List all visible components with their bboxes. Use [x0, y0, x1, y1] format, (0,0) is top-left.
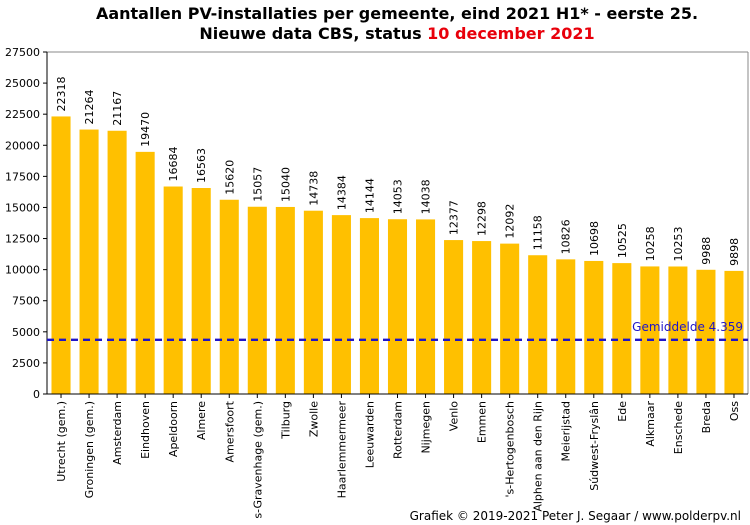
bar: [668, 266, 688, 394]
y-tick-label: 20000: [5, 139, 40, 152]
bar-value-label: 10253: [672, 226, 685, 261]
average-label: Gemiddelde 4.359: [632, 320, 743, 334]
category-label: Alphen aan den Rijn: [532, 401, 545, 512]
category-label: Haarlemmermeer: [335, 401, 348, 499]
bar: [416, 219, 436, 394]
bar-value-label: 10525: [616, 223, 629, 258]
bar: [556, 259, 576, 394]
category-label: Utrecht (gem.): [55, 401, 68, 482]
bar-value-label: 14144: [363, 178, 376, 213]
bar-value-label: 9988: [700, 237, 713, 265]
bar: [135, 151, 155, 394]
bar-value-label: 16684: [167, 147, 180, 182]
bar-value-label: 15057: [251, 167, 264, 202]
chart-title: Aantallen PV-installaties per gemeente, …: [96, 4, 698, 23]
y-tick-label: 17500: [5, 170, 40, 183]
y-tick-label: 15000: [5, 201, 40, 214]
bar-value-label: 15620: [223, 160, 236, 195]
bar-value-label: 21167: [111, 91, 124, 126]
bar: [191, 188, 211, 394]
category-label: Enschede: [672, 401, 685, 454]
y-tick-label: 12500: [5, 233, 40, 246]
chart-subtitle-date: 10 december 2021: [427, 24, 594, 43]
bar: [696, 269, 716, 394]
category-label: s-Gravenhage (gem.): [251, 401, 264, 519]
bar-value-label: 9898: [728, 238, 741, 266]
bar-value-label: 12377: [448, 200, 461, 235]
category-label: Almere: [195, 401, 208, 440]
category-label: Oss: [728, 401, 741, 421]
category-label: Tilburg: [279, 401, 292, 440]
bar: [612, 263, 632, 394]
category-label: Apeldoorn: [167, 401, 180, 457]
bar-value-label: 19470: [139, 112, 152, 147]
bar: [303, 210, 323, 394]
bar: [387, 219, 408, 394]
bar-value-label: 12092: [504, 204, 517, 239]
bar: [51, 116, 71, 394]
bar-value-label: 16563: [195, 148, 208, 183]
bar-value-label: 14738: [307, 171, 320, 206]
bar: [724, 270, 744, 394]
bar-value-label: 10258: [644, 226, 657, 261]
bar-value-label: 14053: [392, 179, 405, 214]
category-label: Amersfoort: [223, 400, 236, 462]
credit-text: Grafiek © 2019-2021 Peter J. Segaar / ww…: [410, 509, 741, 523]
y-tick-label: 2500: [12, 357, 40, 370]
bar: [247, 206, 267, 394]
bar-value-label: 10698: [588, 221, 601, 256]
category-label: Nijmegen: [420, 401, 433, 454]
bar: [472, 241, 492, 394]
bar: [331, 215, 351, 394]
bar: [500, 243, 520, 394]
y-tick-label: 22500: [5, 108, 40, 121]
bar-value-label: 12298: [476, 201, 489, 236]
y-tick-label: 27500: [5, 46, 40, 59]
y-tick-label: 0: [33, 388, 40, 401]
bar: [163, 186, 183, 394]
category-label: Ede: [616, 401, 629, 422]
chart-subtitle-prefix: Nieuwe data CBS, status: [199, 24, 427, 43]
bar-value-label: 14038: [420, 179, 433, 214]
category-label: Zwolle: [307, 401, 320, 437]
bar: [275, 206, 295, 394]
bar-value-label: 11158: [532, 215, 545, 250]
bar: [79, 129, 99, 394]
category-label: Meierijstad: [560, 401, 573, 461]
bar-value-label: 14384: [335, 175, 348, 210]
chart-subtitle: Nieuwe data CBS, status 10 december 2021: [199, 24, 594, 43]
category-label: Eindhoven: [139, 401, 152, 459]
bar: [584, 260, 604, 394]
bar: [107, 130, 127, 394]
category-label: Alkmaar: [644, 401, 657, 447]
y-tick-label: 25000: [5, 77, 40, 90]
bar-value-label: 21264: [83, 90, 96, 125]
bar: [359, 218, 379, 394]
category-label: Rotterdam: [392, 401, 405, 459]
category-label: 's-Hertogenbosch: [504, 401, 517, 498]
bar-value-label: 22318: [55, 76, 68, 111]
category-label: Groningen (gem.): [83, 401, 96, 498]
category-label: Leeuwarden: [363, 401, 376, 468]
category-label: Venlo: [448, 401, 461, 431]
category-label: Breda: [700, 401, 713, 433]
y-tick-label: 10000: [5, 264, 40, 277]
category-label: Amsterdam: [111, 401, 124, 465]
y-tick-label: 7500: [12, 295, 40, 308]
y-tick-label: 5000: [12, 326, 40, 339]
category-label: Súdwest-Fryslân: [588, 401, 601, 491]
bar: [444, 240, 464, 394]
bar: [219, 199, 239, 394]
plot-area: 0 2500 5000 7500 10000 12500 15000 17500 20000 22…: [5, 46, 749, 519]
bar-value-label: 15040: [279, 167, 292, 202]
bar-value-label: 10826: [560, 219, 573, 254]
bar: [528, 255, 548, 394]
bar: [640, 266, 660, 394]
category-label: Emmen: [476, 401, 489, 443]
